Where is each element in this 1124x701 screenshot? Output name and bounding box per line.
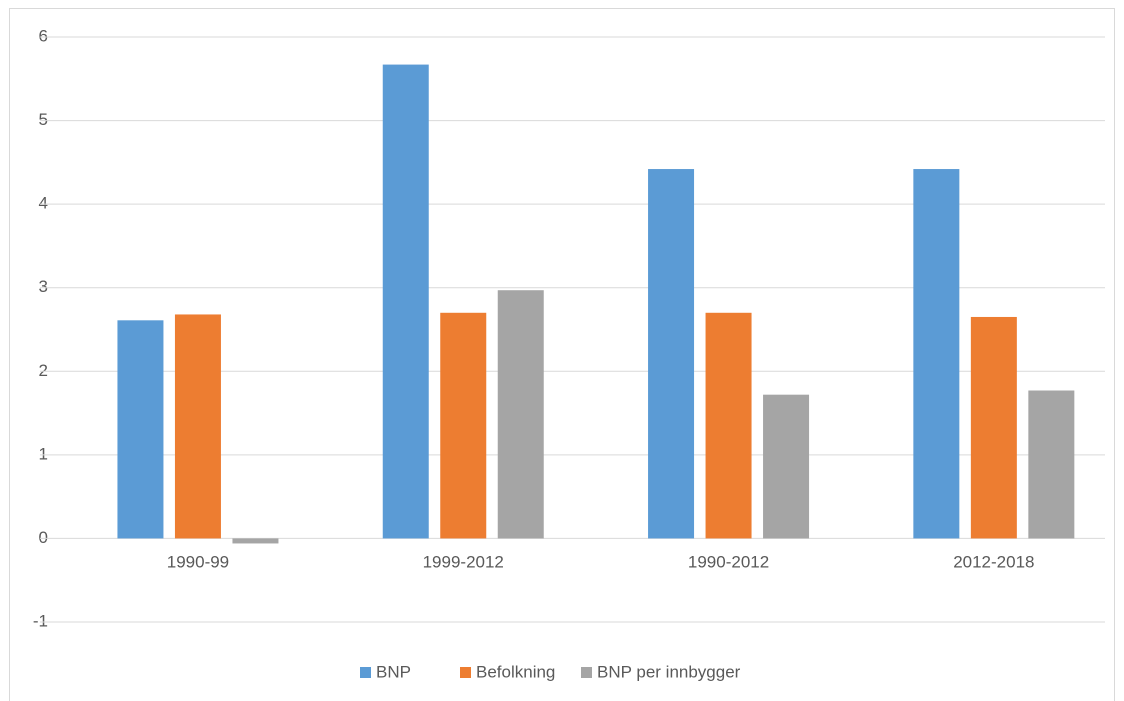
x-tick-label: 1999-2012 — [423, 552, 504, 571]
chart-frame — [9, 8, 1115, 701]
bar — [117, 320, 164, 539]
bar — [970, 316, 1017, 539]
legend-swatch — [360, 667, 371, 678]
x-tick-label: 1990-99 — [167, 552, 229, 571]
y-tick-label: 1 — [39, 444, 48, 463]
x-tick-label: 2012-2018 — [953, 552, 1034, 571]
bar — [913, 169, 960, 539]
x-tick-label: 1990-2012 — [688, 552, 769, 571]
legend-swatch — [581, 667, 592, 678]
y-tick-label: 3 — [39, 277, 48, 296]
y-tick-label: 4 — [39, 194, 48, 213]
y-tick-label: 0 — [39, 528, 48, 547]
legend-label: Befolkning — [476, 662, 555, 681]
y-tick-label: 6 — [39, 26, 48, 45]
y-tick-label: 2 — [39, 361, 48, 380]
y-tick-label: 5 — [39, 110, 48, 129]
bar — [648, 169, 695, 539]
legend-swatch — [460, 667, 471, 678]
bar — [497, 290, 544, 539]
y-tick-label: -1 — [33, 611, 48, 630]
bar — [705, 312, 752, 539]
bar — [763, 394, 810, 539]
bar — [174, 314, 221, 539]
bar — [232, 538, 279, 544]
bar — [440, 312, 487, 539]
legend-label: BNP — [376, 662, 411, 681]
bar — [1028, 390, 1075, 539]
bar — [382, 64, 429, 539]
legend-label: BNP per innbygger — [597, 662, 741, 681]
